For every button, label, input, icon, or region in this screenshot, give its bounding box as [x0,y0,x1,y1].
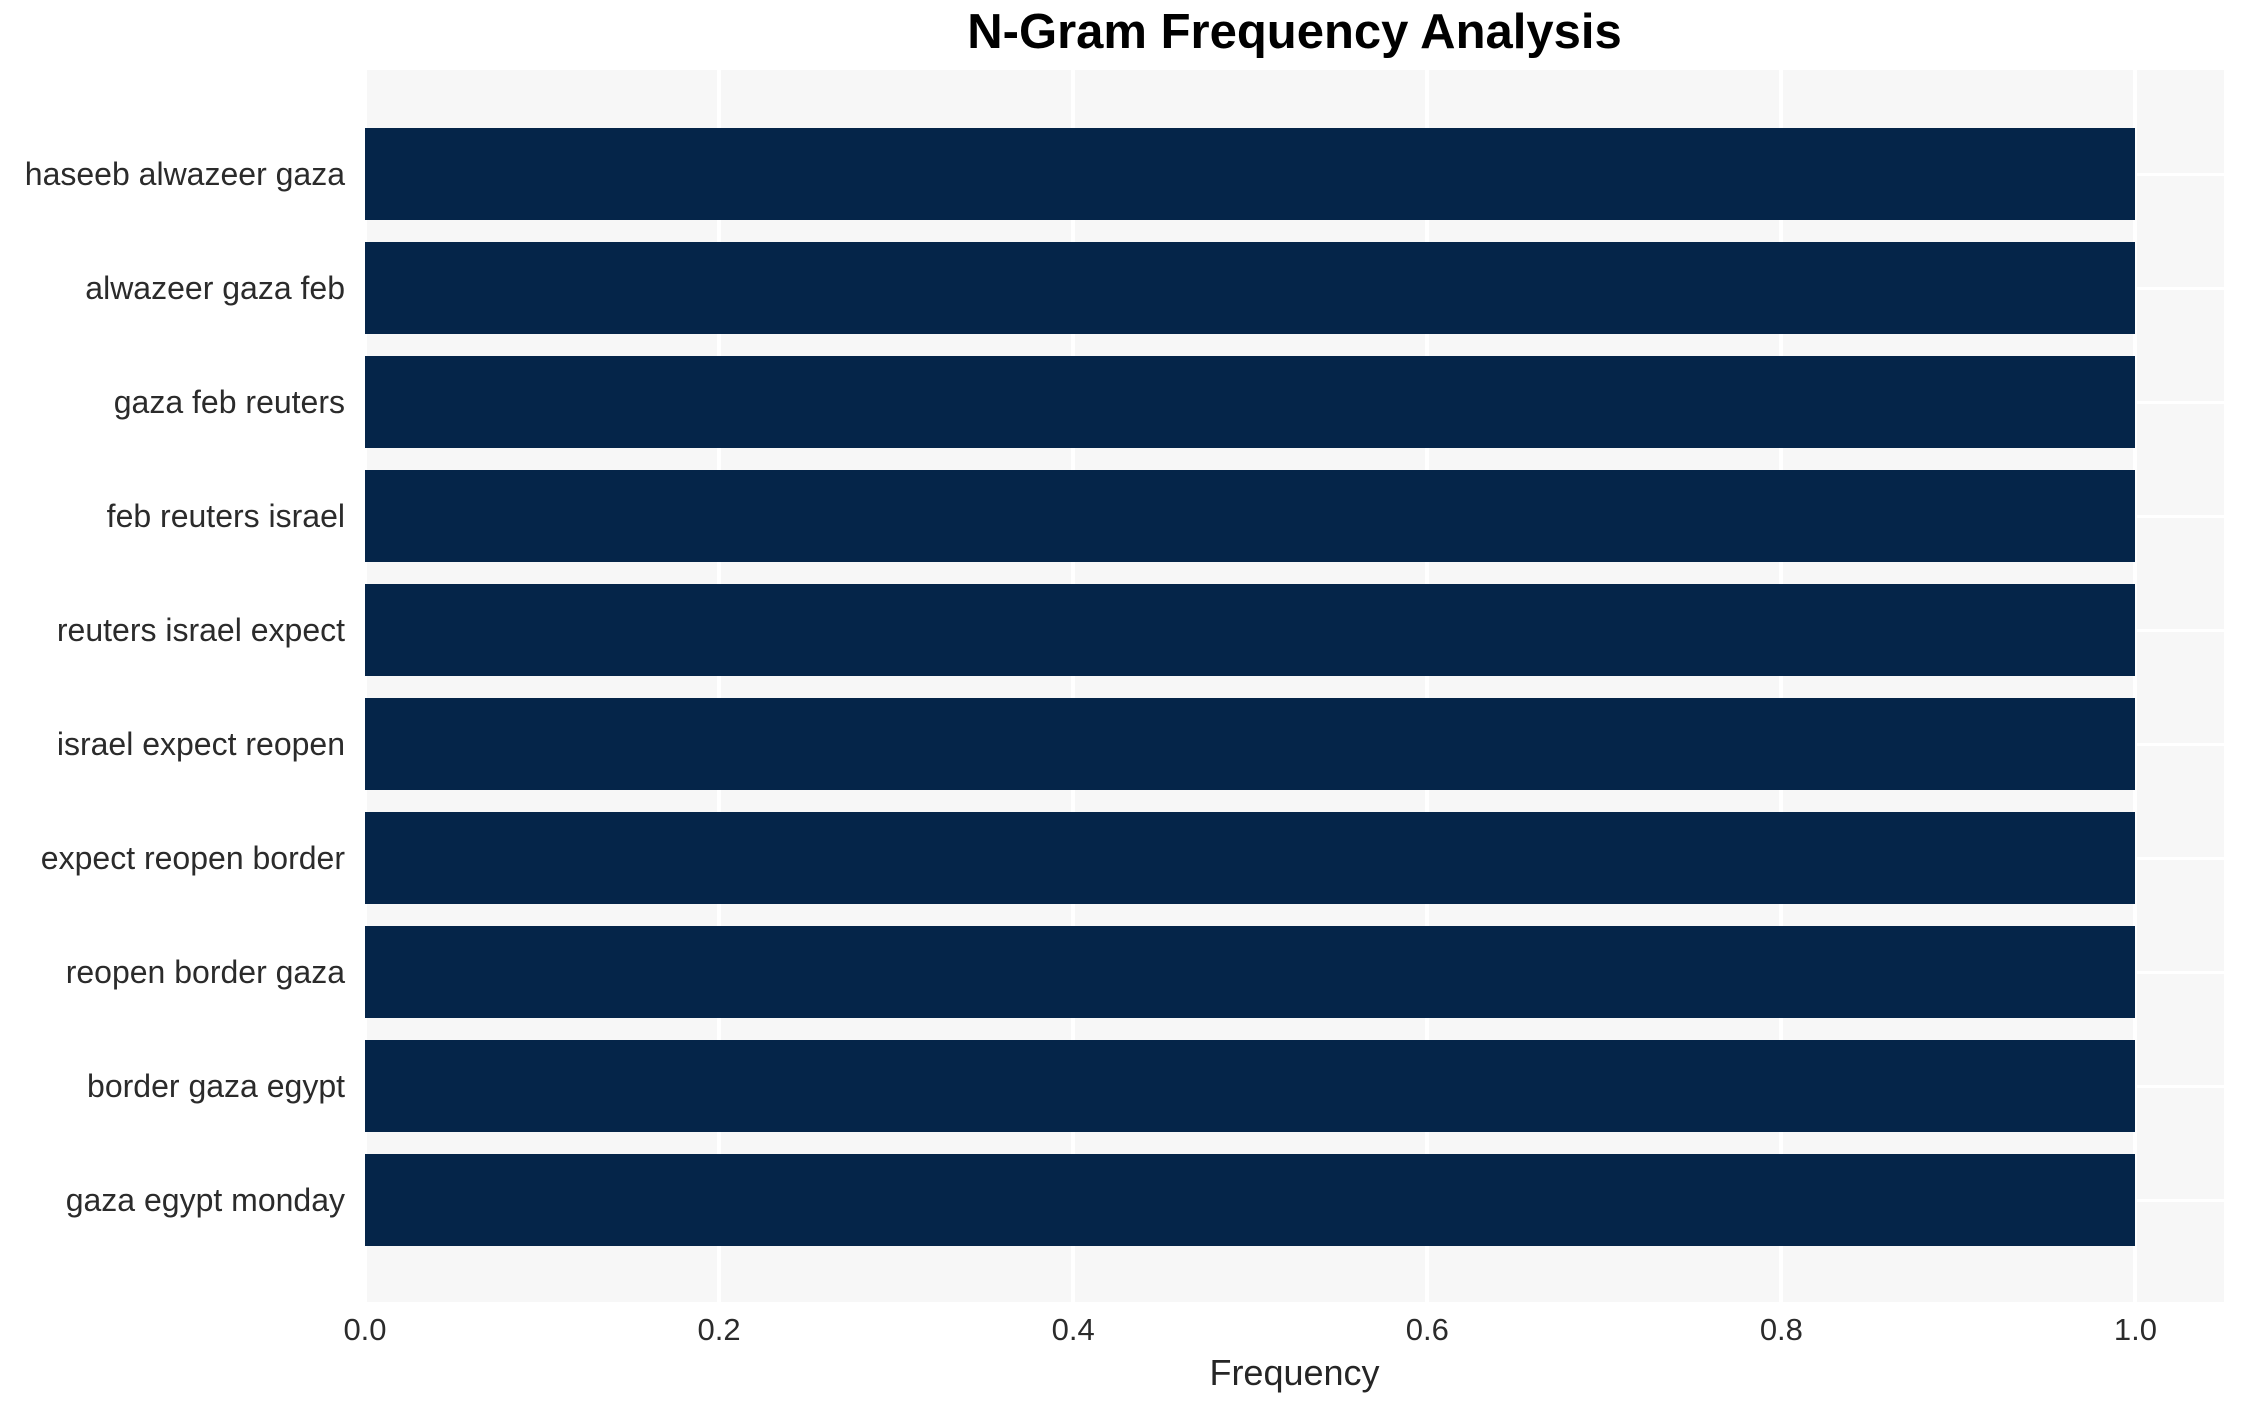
x-axis-tick-0.6: 0.6 [1405,1312,1449,1347]
bar-border-gaza-egypt [365,1040,2136,1132]
bar-feb-reuters-israel [365,470,2136,562]
y-axis-label-9: gaza egypt monday [65,1181,345,1218]
gridline-vertical-0.0 [365,70,367,1302]
bar-gaza-feb-reuters [365,356,2136,448]
gridline-vertical-1.0 [2133,70,2138,1302]
gridline-vertical-0.6 [1425,70,1430,1302]
bar-expect-reopen-border [365,812,2136,904]
y-axis-label-7: reopen border gaza [65,953,345,990]
y-axis-label-8: border gaza egypt [87,1067,345,1104]
y-axis-label-layer: haseeb alwazeer gaza alwazeer gaza feb gaz… [0,70,345,1302]
y-axis-label-2: gaza feb reuters [113,383,345,420]
x-axis-tick-0.8: 0.8 [1759,1312,1803,1347]
bar-haseeb-alwazeer-gaza [365,128,2136,220]
y-axis-label-6: expect reopen border [40,839,345,876]
bar-reuters-israel-expect [365,584,2136,676]
gridline-vertical-0.4 [1071,70,1076,1302]
y-axis-label-0: haseeb alwazeer gaza [24,155,345,192]
x-axis-tick-0.4: 0.4 [1051,1312,1095,1347]
y-axis-label-4: reuters israel expect [56,611,345,648]
chart-title: N-Gram Frequency Analysis [967,5,1622,59]
x-axis-tick-1.0: 1.0 [2113,1312,2158,1347]
bar-israel-expect-reopen [365,698,2136,790]
plot-area [365,70,2224,1302]
x-axis-title: Frequency [1209,1352,1380,1393]
gridline-vertical-0.2 [717,70,722,1302]
y-axis-label-1: alwazeer gaza feb [85,269,345,306]
x-axis-tick-0.2: 0.2 [697,1312,741,1347]
y-axis-label-5: israel expect reopen [56,725,345,762]
bar-alwazeer-gaza-feb [365,242,2136,334]
y-axis-label-3: feb reuters israel [106,497,345,534]
x-axis-tick-0.0: 0.0 [343,1312,387,1347]
bar-reopen-border-gaza [365,926,2136,1018]
gridline-vertical-0.8 [1779,70,1784,1302]
bar-gaza-egypt-monday [365,1154,2136,1246]
